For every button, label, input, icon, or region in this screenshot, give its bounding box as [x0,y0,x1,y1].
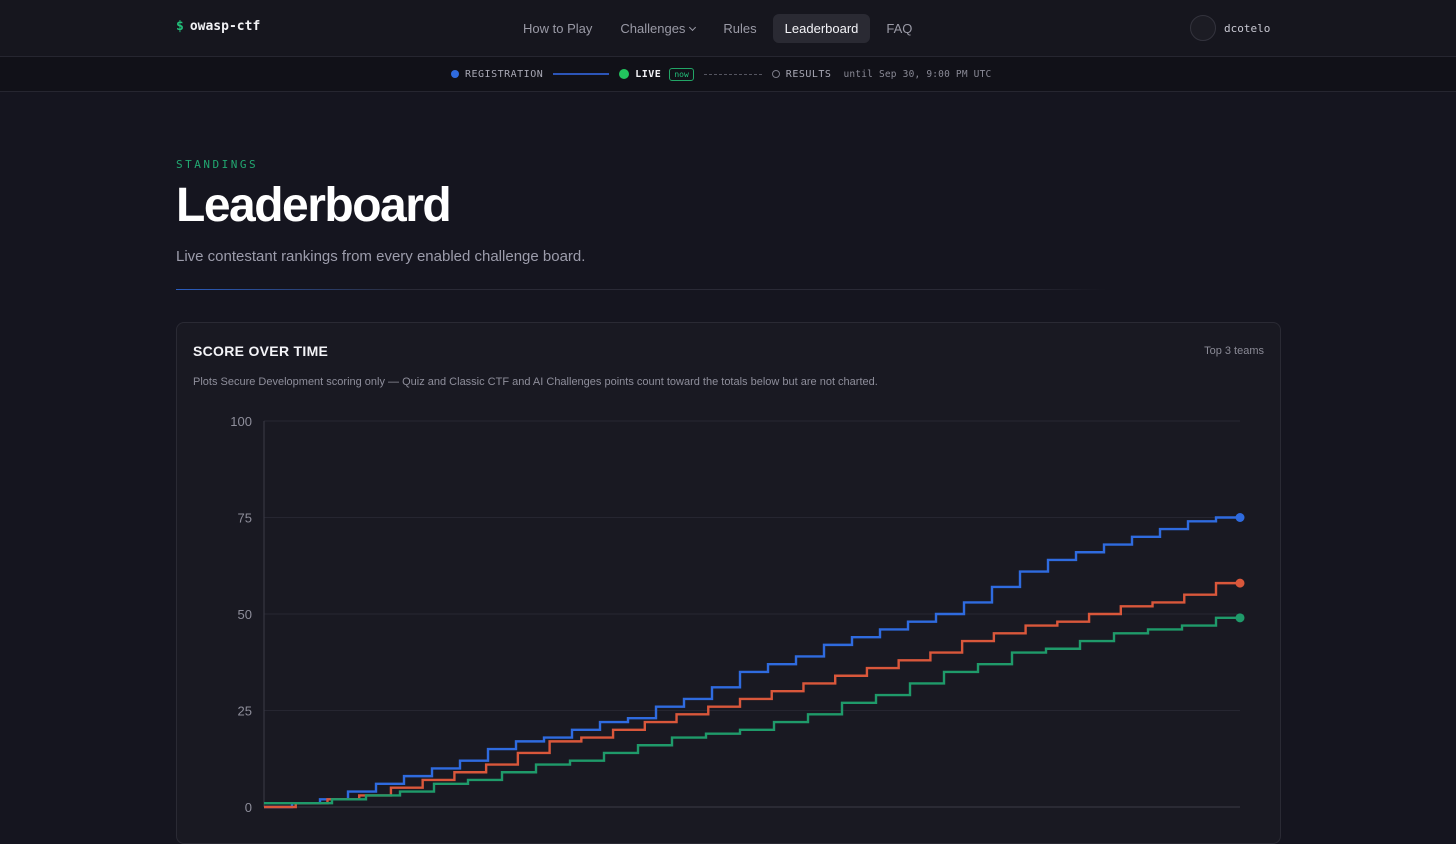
logo-symbol: $ [176,19,184,34]
results-dot-icon [771,70,780,78]
registration-dot-icon [451,70,459,78]
y-tick-label: 25 [238,704,252,719]
username: dcotelo [1224,21,1271,35]
nav-label: How to Play [523,21,593,36]
series-line-2 [264,581,1240,809]
nav-label: Rules [723,21,757,36]
nav-faq[interactable]: FAQ [874,14,924,43]
card-title: SCORE OVER TIME [193,343,329,359]
nav-label: Challenges [620,21,686,36]
series-end-point-2 [1235,578,1245,588]
card-note: Plots Secure Development scoring only — … [193,376,878,388]
y-tick-label: 100 [230,414,252,429]
phase-connector-pending [703,73,762,75]
y-tick-label: 75 [238,511,252,526]
logo-text: owasp-ctf [189,19,261,34]
series-end-point-1 [1235,513,1245,522]
y-tick-label: 50 [238,607,252,622]
phase-bar: REGISTRATION LIVE now RESULTS until Sep … [0,57,1456,92]
section-divider [176,289,1106,290]
score-over-time-chart: 0 25 50 75 100 [230,414,1245,815]
nav-label: Leaderboard [784,21,859,36]
nav-how-to-play[interactable]: How to Play [511,14,604,43]
chevron-down-icon [689,23,697,31]
live-dot-icon [619,69,630,79]
card-meta: Top 3 teams [1204,345,1264,357]
y-tick-label: 0 [245,800,252,815]
main-nav: How to Play Challenges Rules Leaderboard… [511,14,924,43]
nav-rules[interactable]: Rules [711,14,768,43]
phase-registration: REGISTRATION [465,68,544,80]
avatar[interactable] [1190,15,1216,41]
section-eyebrow: STANDINGS [176,158,259,171]
phase-connector [553,73,610,75]
user-menu[interactable]: dcotelo [1190,15,1270,41]
now-badge: now [669,67,694,81]
phase-live: LIVE [635,68,662,80]
app-logo[interactable]: $ owasp-ctf [176,19,260,34]
phase-deadline: until Sep 30, 9:00 PM UTC [843,68,992,80]
nav-challenges[interactable]: Challenges [608,14,707,43]
series-line-1 [264,516,1240,809]
nav-leaderboard[interactable]: Leaderboard [772,14,871,43]
score-chart-card: SCORE OVER TIME Top 3 teams Plots Secure… [176,322,1281,844]
top-navbar: $ owasp-ctf How to Play Challenges Rules … [0,0,1456,57]
phase-timeline: REGISTRATION LIVE now RESULTS until Sep … [451,67,991,81]
series-end-point-3 [1235,613,1245,623]
page-title: Leaderboard [176,179,452,232]
series-line-3 [264,616,1240,805]
nav-label: FAQ [886,21,913,36]
phase-results: RESULTS [785,68,832,80]
page-subtitle: Live contestant rankings from every enab… [176,248,586,265]
